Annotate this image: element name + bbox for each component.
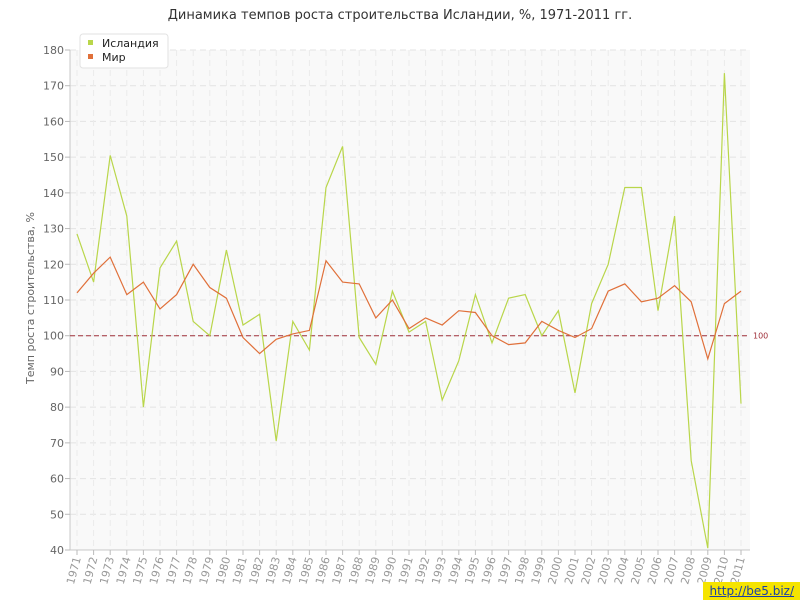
- y-tick-label: 120: [43, 258, 64, 271]
- series-lines: [76, 73, 742, 549]
- legend-label-world: Мир: [102, 51, 126, 64]
- y-tick-label: 40: [50, 544, 64, 557]
- chart-title: Динамика темпов роста строительства Исла…: [167, 8, 633, 23]
- watermark-link[interactable]: http://be5.biz/: [703, 582, 800, 600]
- y-tick-label: 180: [43, 44, 64, 57]
- y-tick-label: 90: [50, 365, 64, 378]
- y-tick-label: 50: [50, 508, 64, 521]
- legend-swatch-world: [88, 54, 93, 59]
- legend-swatch-iceland: [88, 40, 93, 45]
- legend: Исландия Мир: [79, 33, 169, 69]
- y-tick-label: 110: [43, 294, 64, 307]
- legend-box: [79, 33, 169, 69]
- watermark-text[interactable]: http://be5.biz/: [709, 584, 794, 598]
- y-tick-label: 140: [43, 187, 64, 200]
- y-tick-label: 150: [43, 151, 64, 164]
- x-ticks: 1971197219731974197519761977197819791980…: [64, 550, 748, 586]
- y-tick-label: 100: [43, 330, 64, 343]
- y-tick-label: 160: [43, 115, 64, 128]
- y-tick-label: 80: [50, 401, 64, 414]
- reference-line: 100: [70, 332, 768, 341]
- series-line-iceland: [76, 73, 742, 549]
- y-ticks: 40 50 60 70 80 90 100 110 120 130 140 150 160 170 180: [43, 44, 70, 557]
- y-axis-label: Темп роста строительства, %: [24, 212, 37, 385]
- y-tick-label: 130: [43, 223, 64, 236]
- series-line-world: [76, 256, 742, 362]
- y-tick-label: 60: [50, 473, 64, 486]
- grid: [70, 49, 750, 550]
- y-tick-label: 70: [50, 437, 64, 450]
- legend-label-iceland: Исландия: [102, 37, 159, 50]
- y-tick-label: 170: [43, 80, 64, 93]
- reference-line-label: 100: [753, 332, 768, 341]
